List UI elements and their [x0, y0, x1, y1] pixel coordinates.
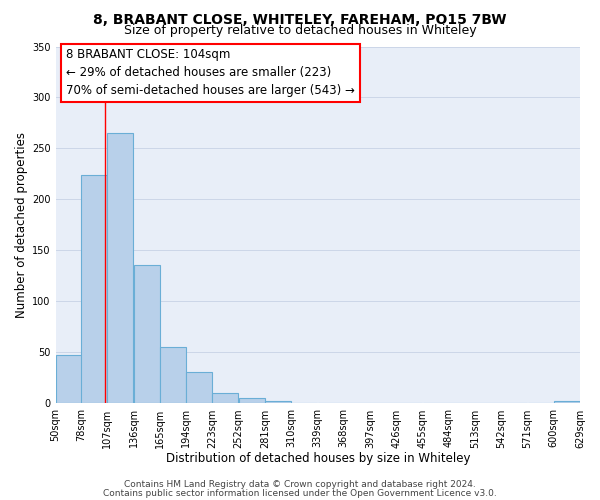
Bar	[265, 402, 291, 404]
Text: 8 BRABANT CLOSE: 104sqm
← 29% of detached houses are smaller (223)
70% of semi-d: 8 BRABANT CLOSE: 104sqm ← 29% of detache…	[66, 48, 355, 98]
Bar	[107, 133, 133, 404]
Bar	[239, 398, 265, 404]
Bar	[160, 348, 186, 404]
Bar	[134, 265, 160, 404]
X-axis label: Distribution of detached houses by size in Whiteley: Distribution of detached houses by size …	[166, 452, 470, 465]
Bar	[212, 394, 238, 404]
Text: Contains HM Land Registry data © Crown copyright and database right 2024.: Contains HM Land Registry data © Crown c…	[124, 480, 476, 489]
Text: 8, BRABANT CLOSE, WHITELEY, FAREHAM, PO15 7BW: 8, BRABANT CLOSE, WHITELEY, FAREHAM, PO1…	[93, 12, 507, 26]
Bar	[186, 372, 212, 404]
Bar	[81, 175, 107, 404]
Text: Contains public sector information licensed under the Open Government Licence v3: Contains public sector information licen…	[103, 488, 497, 498]
Bar	[56, 354, 82, 404]
Text: Size of property relative to detached houses in Whiteley: Size of property relative to detached ho…	[124, 24, 476, 37]
Y-axis label: Number of detached properties: Number of detached properties	[15, 132, 28, 318]
Bar	[554, 402, 580, 404]
